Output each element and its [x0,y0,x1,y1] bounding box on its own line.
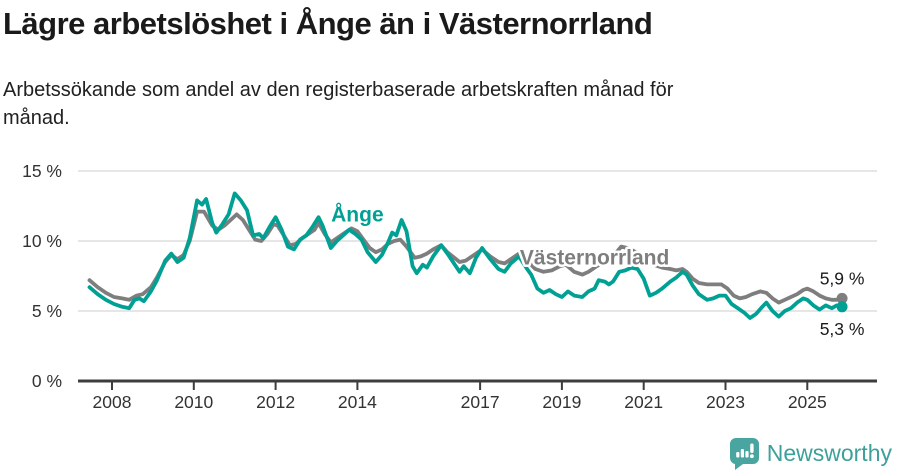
end-value-label: 5,3 % [820,319,865,339]
series-line-ånge [87,191,844,320]
unemployment-line-chart: 0 % 5 % 10 % 15 % 2008 2010 2012 2014 2017 2019 20… [22,161,877,412]
x-axis-tick-label: 2023 [706,392,745,412]
x-axis-tick-label: 2014 [338,392,377,412]
subtitle-line-2: månad. [3,107,70,130]
series-end-dot-ånge [836,301,848,313]
newsworthy-wordmark: Newsworthy [766,439,892,466]
y-axis-tick-label: 10 % [22,231,62,251]
y-axis-tick-label: 0 % [32,371,62,391]
newsworthy-logo: Newsworthy [729,437,892,470]
x-axis-tick-label: 2012 [256,392,295,412]
chart-subtitle: Arbetssökande som andel av den registerb… [3,76,863,133]
series-end-dot-västernorrland [836,292,848,304]
x-axis-tick-label: 2019 [542,392,581,412]
series-label-västernorrland: Västernorrland [520,246,669,269]
page-title: Lägre arbetslöshet i Ånge än i Västernor… [3,6,653,41]
y-axis-tick-label: 15 % [22,161,62,181]
x-axis-tick-label: 2025 [788,392,827,412]
subtitle-line-1: Arbetssökande som andel av den registerb… [3,79,674,101]
x-axis-tick-label: 2008 [93,392,132,412]
end-value-label: 5,9 % [820,268,865,288]
newsworthy-badge-icon [729,437,759,470]
y-axis-tick-label: 5 % [32,301,62,321]
x-axis-tick-label: 2021 [624,392,663,412]
series-label-ånge: Ånge [331,203,384,227]
x-axis-tick-label: 2010 [174,392,213,412]
line-chart: 0 % 5 % 10 % 15 % 2008 2010 2012 2014 2017 2019 20… [0,148,900,433]
x-axis-tick-label: 2017 [461,392,500,412]
series-line-västernorrland [87,209,844,305]
